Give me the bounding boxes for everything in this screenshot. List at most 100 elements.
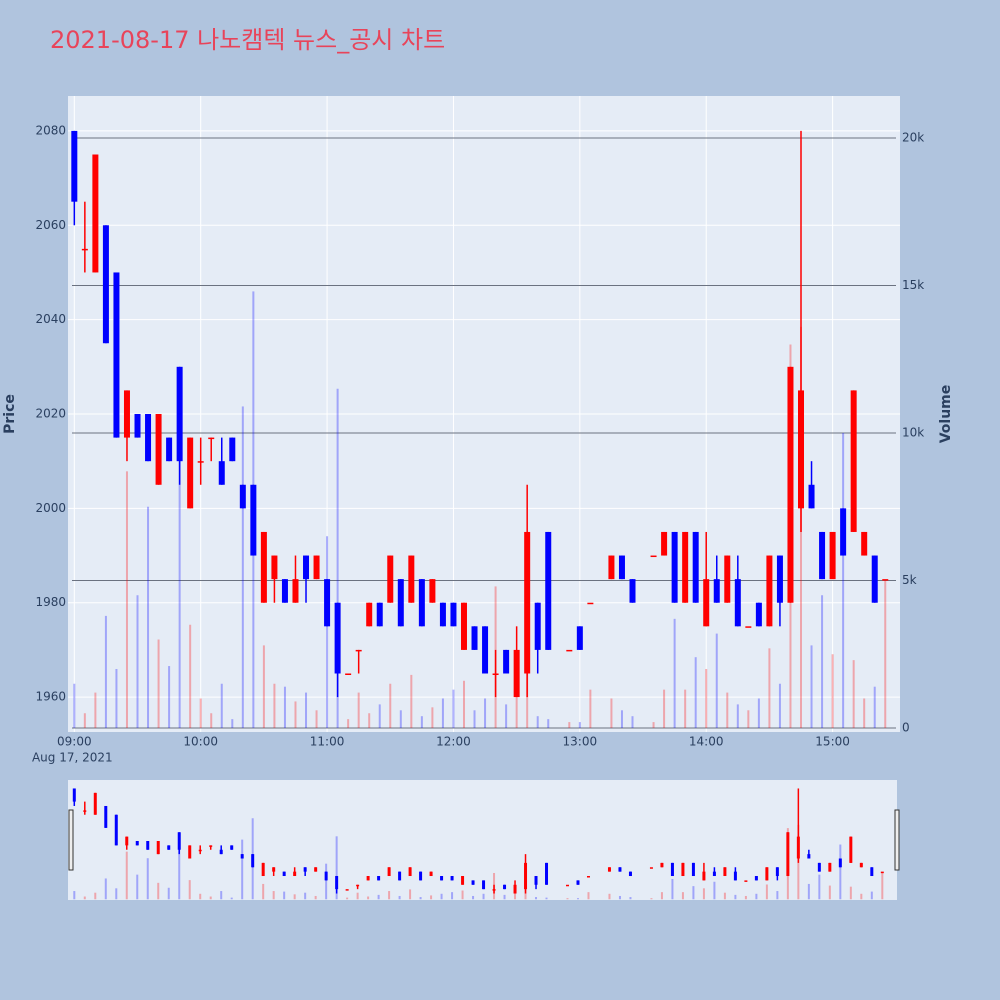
candle-body [355,649,362,652]
candle-body [734,579,741,627]
volume-bar [220,683,223,728]
candle-body [303,867,307,872]
volume-bar [199,893,202,900]
volume-bar [765,884,768,900]
volume-bar [115,888,118,900]
volume-bar [723,892,726,900]
volume-bar [136,874,139,900]
candle-body [871,555,878,603]
volume-bar [357,692,360,728]
volume-bar [104,878,107,900]
candle-body [418,579,425,627]
candle-body [345,673,352,675]
candle-body [239,484,246,509]
range-handle-left[interactable] [68,809,74,871]
candle-body [492,889,496,891]
volume-bar [125,851,128,900]
volume-bar [209,896,212,900]
volume-bar [178,368,181,728]
volume-bar [399,710,402,728]
volume-bar [461,890,464,900]
volume-bar [314,895,317,900]
y2-tick-label: 10k [902,425,924,439]
candle-body [545,862,549,885]
candle-body [819,531,826,580]
volume-bar [241,406,244,728]
volume-bar [462,680,465,728]
candle-body [197,461,204,463]
volume-bar [272,891,275,900]
volume-bar [94,892,97,900]
volume-bar [293,894,296,900]
volume-bar [335,836,338,900]
candle-body [187,437,194,509]
volume-bar [744,895,747,900]
candle-body [208,437,215,440]
candle-body [682,531,689,603]
candle-body [775,867,779,877]
candle-body [281,579,288,603]
volume-bar [378,704,381,728]
volume-bar [860,893,863,900]
volume-bar [305,692,308,728]
volume-bar [589,689,592,728]
candle-body [356,884,360,887]
candle-body [798,390,805,509]
y-tick-label: 2060 [35,218,66,232]
candle-body [134,414,141,438]
candle-body [125,836,129,846]
volume-bar [587,892,590,900]
x-tick-label: 10:00 [183,735,218,749]
volume-bar [377,894,380,900]
volume-bar [367,896,370,900]
volume-bar [503,894,506,900]
volume-bar [694,657,697,728]
volume-bar [620,710,623,728]
candle-body [188,845,192,859]
volume-bar [863,698,866,728]
candle-body [219,849,223,855]
candle-body [376,602,383,627]
candle-body [81,248,88,251]
candle-body [807,854,811,859]
candle-body [712,871,716,877]
volume-bar [326,536,329,728]
volume-bar [692,886,695,900]
range-handle-right[interactable] [894,809,900,871]
candle-body [429,871,433,877]
candle-body [229,437,236,462]
volume-bar [83,713,86,728]
candle-body [787,366,794,603]
chart-title: 2021-08-17 나노캠텍 뉴스_공시 차트 [50,26,445,54]
x-tick-label: 09:00 [57,735,92,749]
candle-body [72,788,76,802]
candle-body [397,579,404,627]
range-slider[interactable] [68,780,897,900]
candle-body [576,880,580,885]
volume-bar [673,618,676,728]
candle-body [618,555,625,580]
candle-body [838,858,842,868]
volume-bar [671,879,674,900]
candle-body [250,484,257,556]
volume-bar [73,683,76,728]
candle-body [92,154,99,273]
volume-bar [168,666,171,728]
volume-bar [881,871,884,900]
volume-bar [167,887,170,900]
volume-bar [576,898,579,900]
volume-bar [807,883,810,900]
candle-body [209,845,213,847]
volume-bar [610,698,613,728]
candle-body [104,805,108,828]
candle-body [618,867,622,872]
candle-body [102,225,109,344]
volume-bar [505,704,508,728]
volume-bar [568,722,571,728]
candle-body [650,555,657,558]
volume-bar [294,701,297,728]
candle-body [745,626,752,628]
candle-body [167,845,171,850]
volume-bar [388,891,391,900]
candle-body [261,862,265,877]
